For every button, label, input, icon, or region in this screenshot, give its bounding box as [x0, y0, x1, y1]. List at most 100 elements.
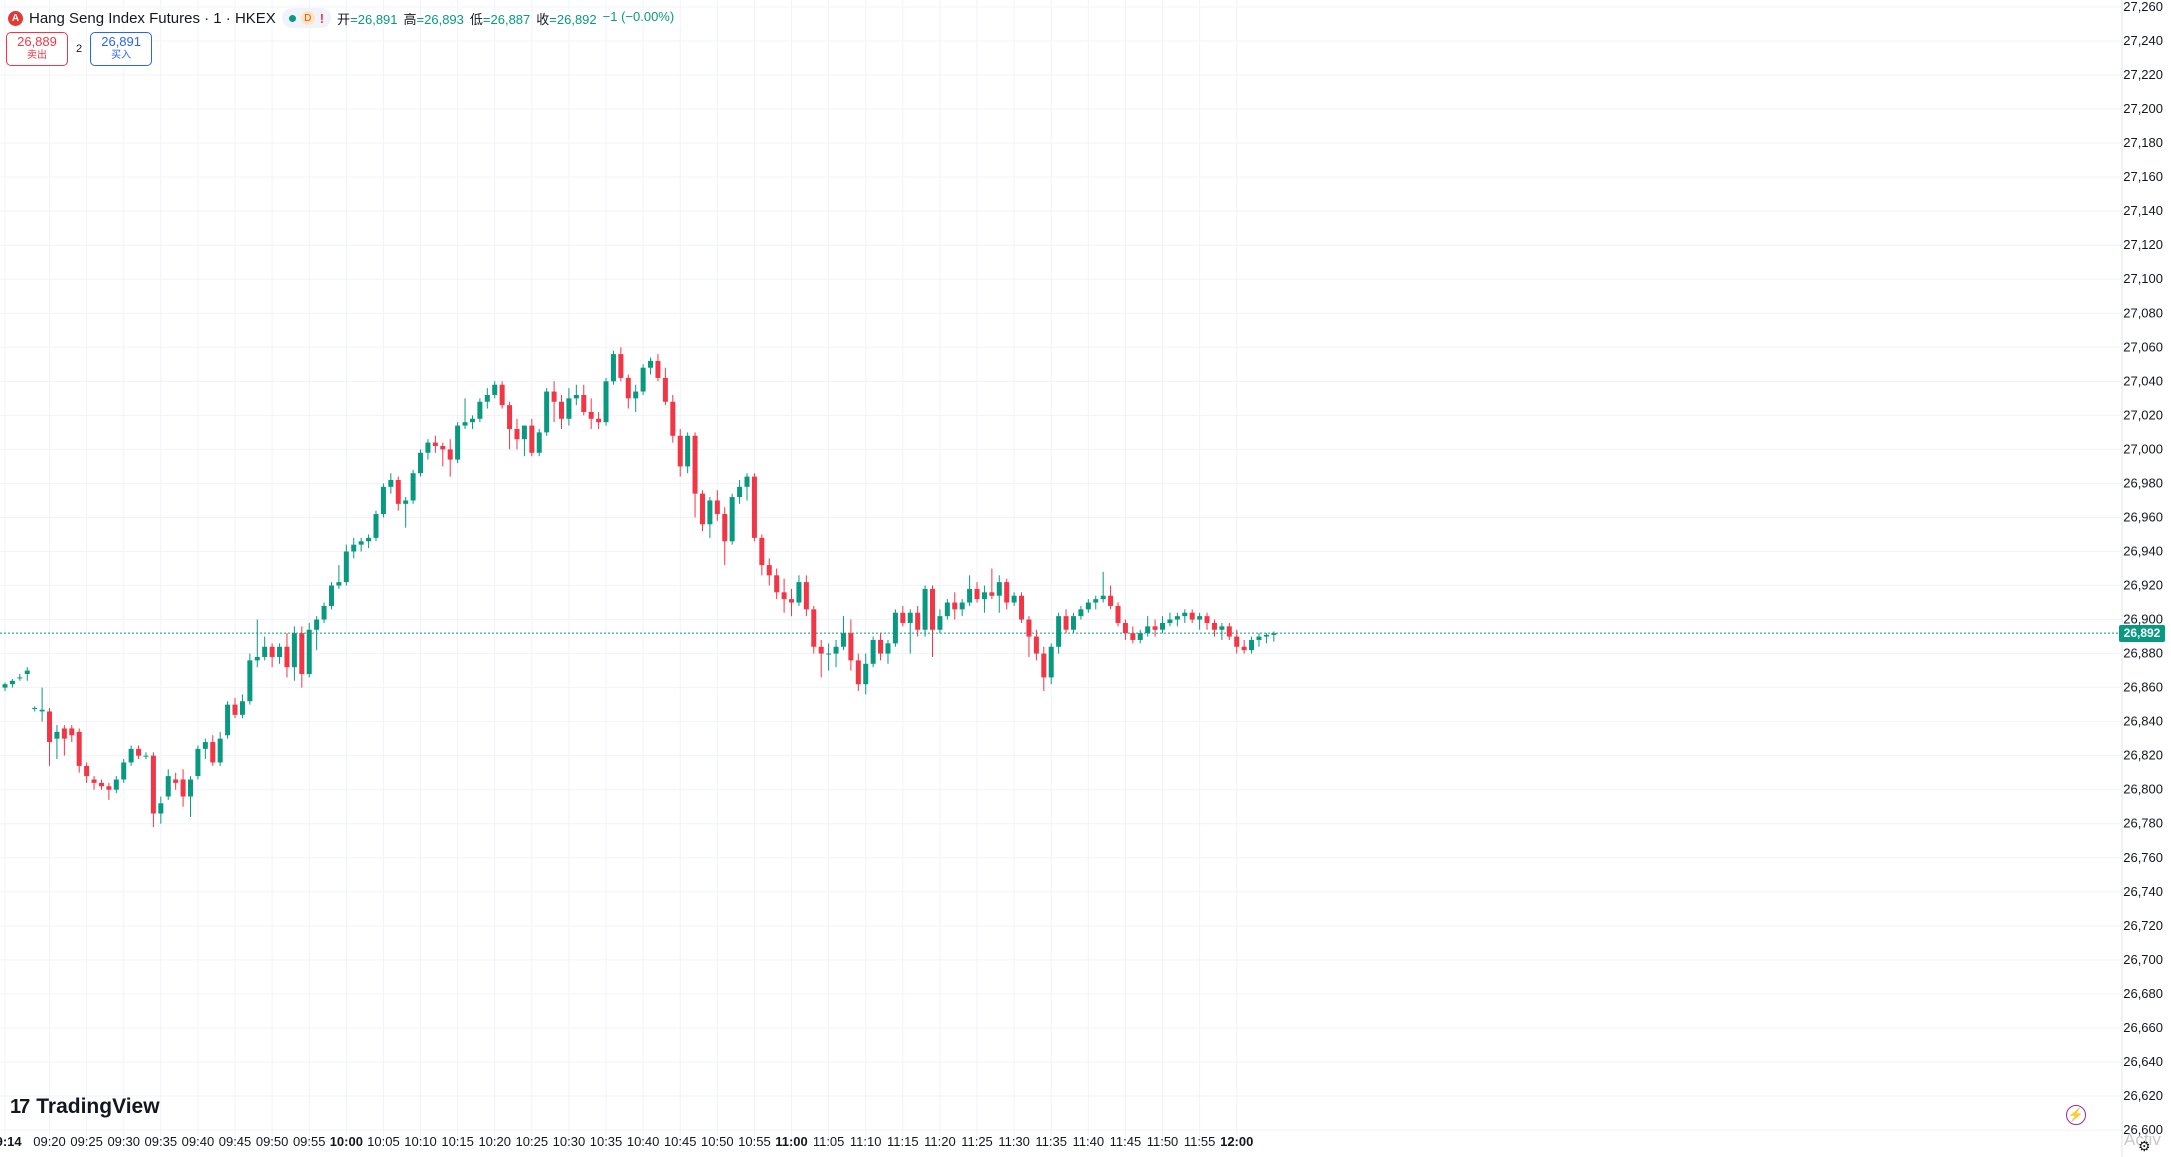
time-tick-label: 09:55 [293, 1134, 326, 1149]
candle-body [1182, 612, 1188, 617]
sell-button[interactable]: 26,889 卖出 [6, 32, 68, 66]
candle-up [328, 582, 334, 610]
candle-body [418, 452, 424, 474]
candle-body [188, 779, 193, 797]
candle-up [996, 575, 1002, 613]
candle-body [1004, 582, 1010, 603]
candle-down [848, 619, 854, 671]
candle-body [759, 537, 765, 566]
candle-up [358, 537, 364, 552]
buy-button[interactable]: 26,891 买入 [90, 32, 153, 66]
candle-up [1249, 636, 1255, 654]
price-tick-label: 27,060 [2123, 339, 2163, 354]
ohlc-close: 收=26,892 [536, 11, 597, 27]
candle-body [1019, 595, 1025, 620]
candle-body [9, 680, 15, 685]
candle-body [351, 544, 357, 552]
candle-body [551, 391, 557, 402]
candle-body [1256, 636, 1262, 640]
candle-down [818, 639, 824, 678]
candle-body [373, 514, 379, 538]
price-tick-label: 27,080 [2123, 305, 2163, 320]
candle-body [803, 582, 809, 610]
time-tick-label: 09:30 [107, 1134, 140, 1149]
candle-up [1085, 599, 1091, 613]
candle-up [277, 643, 283, 664]
candle-body [722, 514, 728, 542]
candle-body [202, 742, 208, 749]
candle-body [840, 633, 846, 647]
candle-up [959, 599, 965, 617]
candle-up [388, 473, 394, 494]
candle-body [1011, 595, 1017, 603]
candle-up [188, 776, 193, 817]
symbol-title[interactable]: Hang Seng Index Futures · 1 · HKEX [29, 9, 276, 27]
candle-down [1130, 626, 1136, 644]
time-tick-label: 09:20 [33, 1134, 66, 1149]
candle-down [150, 752, 156, 828]
time-tick-label: 11:10 [850, 1134, 882, 1149]
status-pill[interactable]: D ! [281, 8, 332, 28]
candle-body [306, 629, 312, 674]
candle-body [425, 442, 431, 453]
candle-up [826, 643, 832, 671]
buy-price: 26,891 [101, 34, 141, 49]
settings-gear-icon[interactable]: ⚙ [2138, 1138, 2151, 1154]
candle-body [269, 646, 275, 657]
candle-body [210, 742, 216, 763]
candle-up [944, 599, 950, 620]
candle-down [581, 384, 587, 416]
candle-body [84, 765, 90, 777]
candle-body [17, 677, 23, 679]
candle-body [440, 445, 446, 450]
candle-up [707, 497, 713, 538]
price-tick-label: 27,040 [2123, 373, 2163, 388]
candle-body [789, 599, 795, 603]
candle-body [625, 377, 631, 399]
lightning-icon[interactable]: ⚡ [2066, 1105, 2086, 1125]
price-tick-label: 26,940 [2123, 543, 2163, 558]
candle-body [1152, 626, 1158, 630]
time-axis[interactable]: 09:14 09:20 09:25 09:30 09:35 09:40 09:45 09:50… [0, 1134, 1253, 1149]
candle-down [1211, 619, 1217, 637]
candle-up [113, 776, 119, 794]
candle-body [996, 582, 1002, 596]
candle-down [173, 772, 179, 790]
candle-up [254, 619, 260, 668]
price-tick-label: 26,760 [2123, 850, 2163, 865]
candle-up [544, 388, 550, 436]
symbol-logo-icon[interactable]: A [8, 10, 23, 26]
candle-up [1160, 616, 1166, 634]
candle-down [284, 633, 290, 678]
candle-up [1174, 612, 1180, 627]
candle-body [69, 728, 75, 736]
buy-label: 买入 [111, 50, 132, 61]
activate-windows-watermark: Activ [2124, 1130, 2161, 1149]
candle-down [1234, 629, 1240, 654]
candle-body [380, 486, 386, 515]
candle-down [136, 745, 142, 760]
price-tick-label: 26,700 [2123, 952, 2163, 967]
candle-up [418, 449, 424, 477]
candle-down [1122, 619, 1128, 640]
time-tick-label: 09:25 [70, 1134, 103, 1149]
candle-up [469, 415, 475, 429]
candle-up [1145, 616, 1151, 637]
candle-up [321, 602, 327, 623]
candle-down [1115, 602, 1121, 627]
candle-body [343, 551, 349, 583]
candle-body [336, 582, 342, 586]
candle-up [158, 796, 164, 824]
candle-down [84, 762, 90, 783]
candle-body [121, 762, 127, 780]
price-tick-label: 27,160 [2123, 169, 2163, 184]
tradingview-mark-icon: 17 [10, 1095, 30, 1118]
candle-up [981, 585, 987, 613]
tradingview-logo[interactable]: 17 TradingView [10, 1095, 160, 1119]
price-axis[interactable]: 26,600 26,620 26,640 26,660 26,680 26,700 26,7… [2123, 0, 2163, 1137]
price-tick-label: 26,640 [2123, 1054, 2163, 1069]
candle-body [1078, 609, 1084, 617]
candle-down [98, 779, 104, 790]
tradingview-wordmark: TradingView [36, 1095, 160, 1118]
